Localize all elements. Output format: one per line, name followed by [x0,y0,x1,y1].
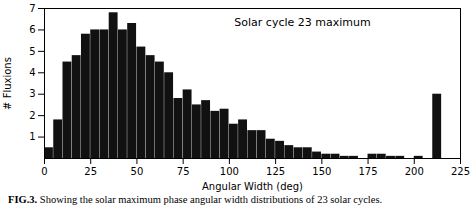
svg-text:2: 2 [29,110,35,121]
svg-text:175: 175 [359,166,378,177]
svg-text:50: 50 [131,166,144,177]
svg-text:75: 75 [177,166,190,177]
svg-text:Solar cycle 23 maximum: Solar cycle 23 maximum [234,16,370,29]
svg-text:5: 5 [29,46,35,57]
svg-text:4: 4 [29,67,35,78]
svg-text:100: 100 [220,166,239,177]
html-text:FIG.3. Showing the solar maxim: FIG.3. Showing the solar maximum phase a… [8,194,383,205]
svg-text:150: 150 [312,166,331,177]
svg-text:200: 200 [405,166,424,177]
svg-text:0: 0 [41,166,47,177]
svg-text:25: 25 [84,166,97,177]
svg-text:125: 125 [266,166,285,177]
svg-text:# Fluxions: # Fluxions [2,57,13,110]
svg-text:Angular Width (deg): Angular Width (deg) [202,181,303,192]
svg-text:6: 6 [29,24,35,35]
svg-text:1: 1 [29,131,35,142]
svg-text:7: 7 [29,3,35,14]
svg-text:3: 3 [29,88,35,99]
svg-text:225: 225 [451,166,470,177]
